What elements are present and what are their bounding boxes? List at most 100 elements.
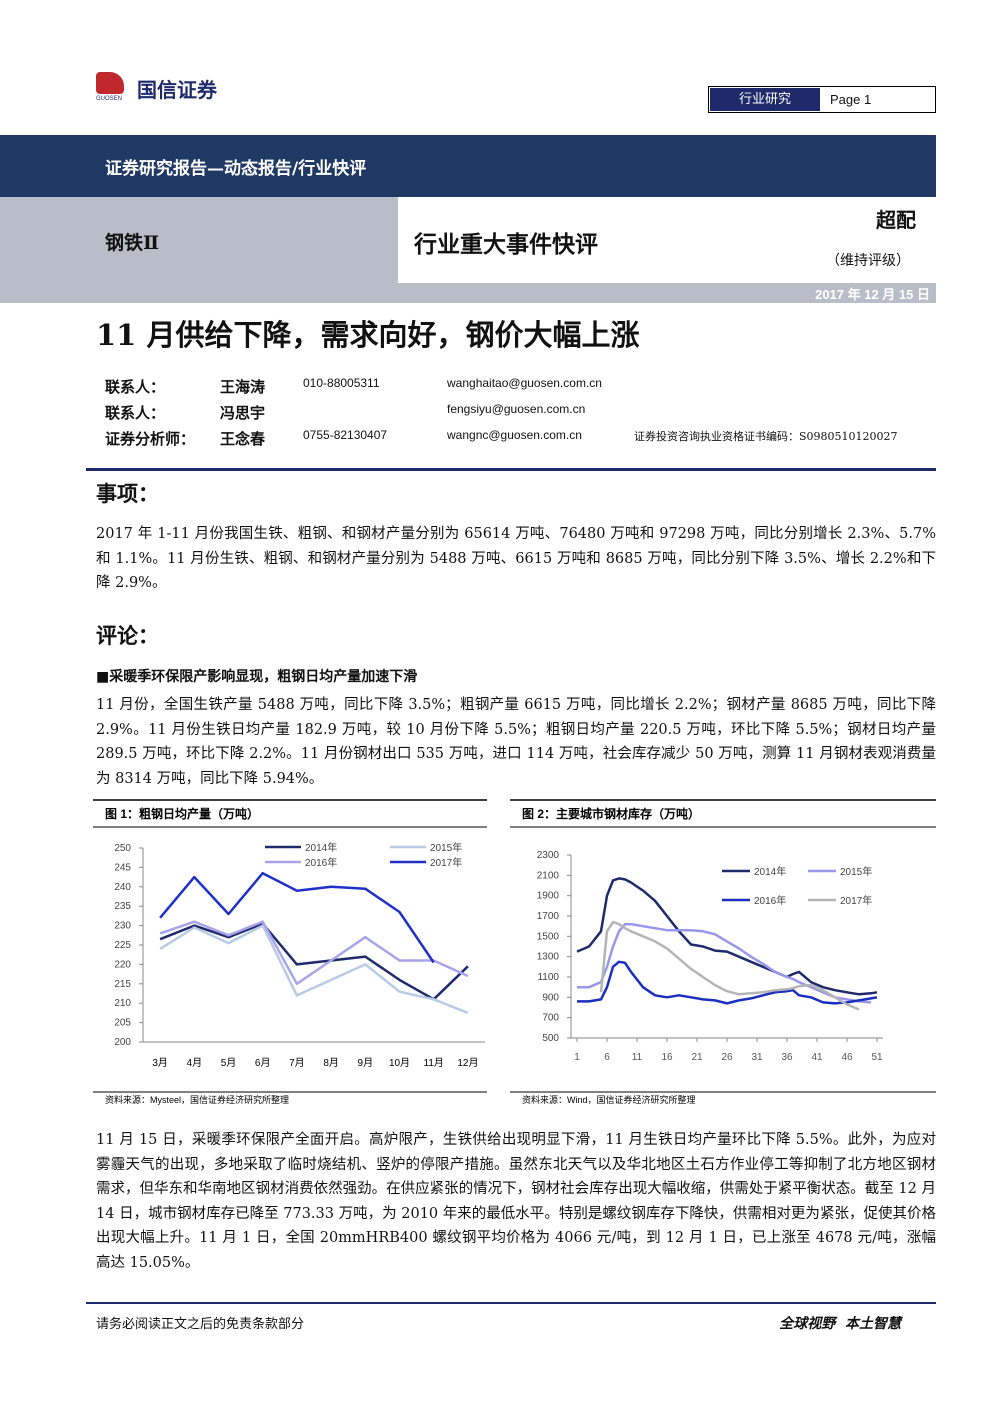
x-tick-label: 12月 (457, 1057, 478, 1069)
y-tick-label: 2100 (537, 870, 560, 881)
contact-cell: 证券分析师： (105, 430, 196, 448)
y-tick-label: 205 (114, 1018, 131, 1029)
banner: 证券研究报告—动态报告/行业快评 (105, 159, 367, 179)
contact-cell: 证券投资咨询执业资格证书编码：S0980510120027 (634, 430, 898, 443)
contact-cell: wanghaitao@guosen.com.cn (447, 376, 602, 390)
sector-bg (0, 197, 398, 290)
x-tick-label: 21 (691, 1052, 703, 1063)
y-tick-label: 250 (114, 843, 131, 854)
y-tick-label: 230 (114, 921, 131, 932)
chart-source: 资料来源：Wind，国信证券经济研究所整理 (522, 1094, 696, 1105)
contact-cell: 010-88005311 (303, 376, 380, 390)
y-tick-label: 500 (542, 1033, 559, 1044)
x-tick-label: 3月 (152, 1057, 168, 1069)
legend-label: 2017年 (840, 894, 872, 907)
x-tick-label: 31 (751, 1052, 763, 1063)
date-bar (0, 283, 936, 303)
y-tick-label: 215 (114, 979, 131, 990)
legend-label: 2017年 (430, 856, 462, 869)
legend-label: 2015年 (430, 841, 462, 854)
contact-cell: 联系人： (105, 404, 166, 422)
legend-label: 2016年 (754, 894, 786, 907)
paragraph: 11 月份，全国生铁产量 5488 万吨，同比下降 3.5%；粗钢产量 6615… (96, 697, 936, 787)
x-tick-label: 9月 (358, 1057, 374, 1069)
x-tick-label: 26 (721, 1052, 733, 1063)
series-line (159, 924, 469, 1015)
logo-sub: GUOSEN (96, 96, 123, 102)
x-tick-label: 11 (632, 1052, 643, 1063)
sector: 钢铁Ⅱ (105, 232, 160, 254)
y-tick-label: 235 (114, 901, 131, 912)
footer-rule (86, 1302, 936, 1304)
x-tick-label: 46 (841, 1052, 853, 1063)
x-tick-label: 36 (781, 1052, 793, 1063)
contact-cell: fengsiyu@guosen.com.cn (447, 402, 586, 416)
paragraph: 2017 年 1-11 月份我国生铁、粗钢、和钢材产量分别为 65614 万吨、… (96, 526, 936, 591)
banner-bg (0, 135, 936, 197)
contact-cell: 冯思宇 (220, 404, 266, 422)
chart-source: 资料来源：Mysteel，国信证券经济研究所整理 (105, 1094, 289, 1105)
series-line (599, 920, 860, 1011)
series-line (576, 877, 878, 996)
x-tick-label: 51 (871, 1052, 883, 1063)
contact-cell: 王念春 (220, 430, 266, 448)
legend-label: 2014年 (305, 841, 337, 854)
heading: 评论： (96, 623, 159, 648)
y-tick-label: 1100 (537, 972, 559, 983)
y-tick-label: 700 (542, 1013, 559, 1024)
x-tick-label: 41 (811, 1052, 823, 1063)
contact-cell: wangnc@guosen.com.cn (447, 428, 582, 442)
rule (86, 468, 936, 471)
series-line (577, 922, 872, 1004)
chart-title: 图 1：粗钢日均产量（万吨） (105, 806, 259, 821)
rating: 超配 (876, 208, 916, 232)
y-tick-label: 210 (114, 998, 131, 1009)
logo: 国信证券 (137, 78, 217, 102)
contact-cell: 王海涛 (220, 378, 266, 396)
contact-cell: 0755-82130407 (303, 428, 388, 442)
footer-right: 全球视野 本土智慧 (779, 1316, 901, 1332)
tag: 行业研究 (710, 88, 820, 111)
rating-note: （维持评级） (826, 253, 910, 269)
subheading: ■采暖季环保限产影响显现，粗钢日均产量加速下滑 (96, 669, 418, 685)
x-tick-label: 10月 (389, 1057, 410, 1069)
series-line (577, 960, 878, 1005)
series-line (159, 920, 469, 986)
series-line (159, 871, 435, 964)
title: 11 月供给下降，需求向好，钢价大幅上涨 (96, 318, 640, 352)
y-tick-label: 245 (114, 862, 131, 873)
y-tick-label: 1700 (537, 911, 560, 922)
y-tick-label: 1300 (537, 952, 560, 963)
x-tick-label: 4月 (187, 1057, 203, 1069)
y-tick-label: 220 (114, 959, 131, 970)
y-tick-label: 2300 (537, 850, 560, 861)
y-tick-label: 240 (114, 882, 131, 893)
footer-left: 请务必阅读正文之后的免责条款部分 (96, 1317, 305, 1332)
y-tick-label: 1900 (537, 891, 560, 902)
y-tick-label: 200 (114, 1037, 131, 1048)
y-tick-label: 225 (114, 940, 131, 951)
series-line (159, 922, 469, 1001)
paragraph: 11 月 15 日，采暖季环保限产全面开启。高炉限产，生铁供给出现明显下滑，11… (96, 1132, 936, 1271)
tag-box (708, 86, 936, 113)
chart-title: 图 2：主要城市钢材库存（万吨） (522, 806, 700, 821)
x-tick-label: 16 (661, 1052, 673, 1063)
logo-mark (96, 72, 124, 94)
legend-label: 2014年 (754, 865, 786, 878)
contact-cell: 联系人： (105, 378, 166, 396)
report-type: 行业重大事件快评 (414, 231, 598, 258)
date: 2017 年 12 月 15 日 (815, 287, 930, 302)
x-tick-label: 8月 (323, 1057, 339, 1069)
y-tick-label: 1500 (537, 931, 560, 942)
legend-label: 2015年 (840, 865, 872, 878)
legend-label: 2016年 (305, 856, 337, 869)
y-tick-label: 900 (542, 992, 559, 1003)
x-tick-label: 6月 (255, 1057, 271, 1069)
x-tick-label: 7月 (289, 1057, 305, 1069)
x-tick-label: 5月 (221, 1057, 237, 1069)
x-tick-label: 11月 (424, 1057, 444, 1069)
page-number: Page 1 (830, 92, 872, 107)
x-tick-label: 6 (604, 1052, 610, 1063)
